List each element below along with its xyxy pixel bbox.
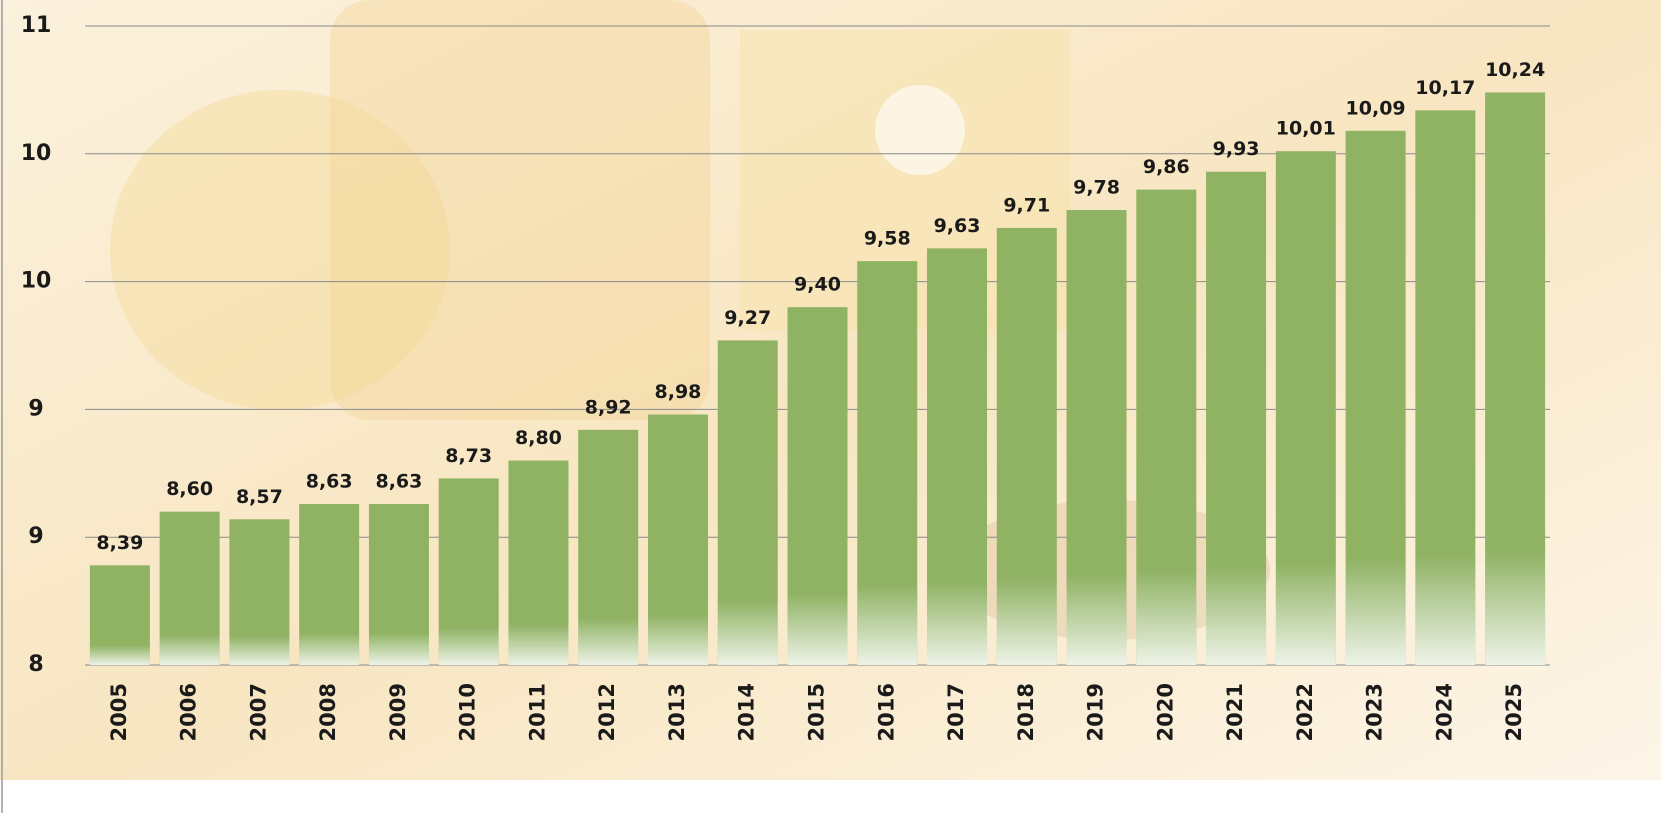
value-label: 8,60 [166, 478, 213, 500]
x-tick-label: 2019 [1084, 683, 1108, 741]
value-label: 10,17 [1415, 77, 1475, 99]
bar-fade [229, 519, 289, 665]
background-shape [330, 0, 710, 420]
x-tick-label: 2014 [735, 683, 759, 741]
bar-fade [369, 504, 429, 665]
x-tick-label: 2010 [456, 683, 480, 741]
x-tick-label: 2021 [1223, 683, 1247, 741]
y-tick-label: 10 [21, 141, 52, 166]
value-label: 10,24 [1485, 59, 1545, 81]
y-tick-label: 9 [28, 524, 43, 549]
value-label: 8,98 [655, 381, 702, 403]
value-label: 10,09 [1346, 97, 1406, 119]
value-label: 9,63 [934, 215, 981, 237]
bar-fade [160, 512, 220, 665]
bar-fade [927, 248, 987, 665]
x-tick-label: 2017 [944, 683, 968, 741]
x-tick-label: 2012 [595, 683, 619, 741]
page: {"chart_data": {"type": "bar", "categori… [0, 0, 1661, 813]
bar-fade [648, 415, 708, 665]
bar-fade [1415, 110, 1475, 665]
value-label: 8,92 [585, 396, 632, 418]
x-tick-label: 2015 [805, 683, 829, 741]
background-shape [875, 85, 965, 175]
y-tick-label: 10 [21, 269, 52, 294]
value-label: 8,73 [445, 445, 492, 467]
value-label: 8,39 [96, 532, 143, 554]
bar-fade [1206, 172, 1266, 665]
bar-fade [439, 478, 499, 665]
bar-fade [788, 307, 848, 665]
bar-fade [578, 430, 638, 665]
x-tick-label: 2023 [1363, 683, 1387, 741]
value-label: 8,57 [236, 486, 283, 508]
bar-fade [1067, 210, 1127, 665]
value-label: 9,93 [1213, 138, 1260, 160]
x-tick-label: 2025 [1502, 683, 1526, 741]
bar-fade [1276, 151, 1336, 665]
bar-fade [1346, 131, 1406, 665]
x-tick-label: 2011 [525, 683, 549, 741]
x-tick-label: 2007 [246, 683, 270, 741]
bar-fade [857, 261, 917, 665]
value-label: 9,40 [794, 274, 841, 296]
value-label: 9,58 [864, 228, 911, 250]
bar-fade [1136, 190, 1196, 665]
chart: 8 9 9 10 10 11 8,39 2005 8,60 2006 8,57 2007 8,63 200… [0, 0, 1661, 813]
y-tick-label: 9 [28, 396, 43, 421]
bar-fade [508, 461, 568, 665]
value-label: 8,63 [375, 470, 422, 492]
value-label: 9,27 [724, 307, 771, 329]
value-label: 8,80 [515, 427, 562, 449]
x-tick-label: 2024 [1432, 683, 1456, 741]
x-tick-label: 2020 [1153, 683, 1177, 741]
bar-fade [997, 228, 1057, 665]
x-tick-label: 2016 [874, 683, 898, 741]
x-tick-label: 2022 [1293, 683, 1317, 741]
bar-fade [718, 340, 778, 665]
y-tick-label: 8 [28, 652, 43, 677]
bar-fade [1485, 92, 1545, 665]
value-label: 9,78 [1073, 177, 1120, 199]
bar-fade [299, 504, 359, 665]
value-label: 9,86 [1143, 156, 1190, 178]
bottom-strip [0, 780, 1661, 813]
x-tick-label: 2008 [316, 683, 340, 741]
value-label: 8,63 [306, 470, 353, 492]
x-tick-label: 2006 [177, 683, 201, 741]
x-tick-label: 2013 [665, 683, 689, 741]
bar-fade [90, 565, 150, 665]
y-tick-label: 11 [21, 13, 52, 38]
x-tick-label: 2018 [1014, 683, 1038, 741]
x-tick-label: 2009 [386, 683, 410, 741]
value-label: 10,01 [1276, 118, 1336, 140]
x-tick-label: 2005 [107, 683, 131, 741]
value-label: 9,71 [1003, 194, 1050, 216]
